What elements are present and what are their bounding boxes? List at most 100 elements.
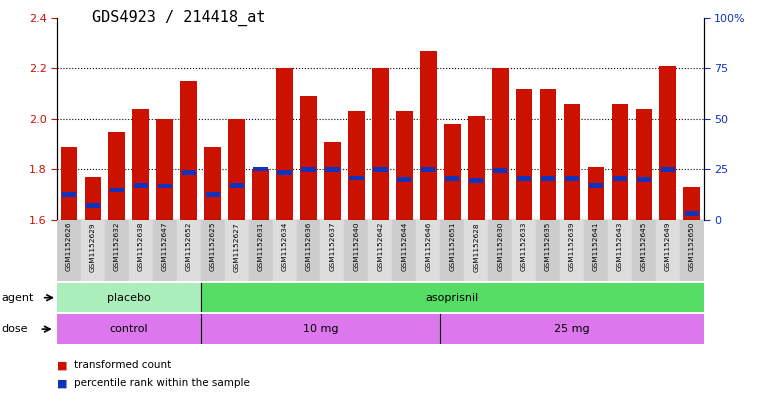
Bar	[201, 220, 225, 281]
Bar	[611, 104, 628, 220]
Text: placebo: placebo	[107, 293, 151, 303]
Bar	[541, 176, 555, 181]
Bar	[440, 220, 464, 281]
Bar	[685, 211, 699, 215]
Bar	[201, 283, 704, 312]
Bar	[180, 81, 197, 220]
Bar	[273, 220, 296, 281]
Bar	[564, 104, 581, 220]
Bar	[468, 116, 484, 220]
Text: GSM1152645: GSM1152645	[641, 222, 647, 271]
Bar	[659, 66, 676, 220]
Text: GSM1152631: GSM1152631	[258, 222, 263, 272]
Bar	[249, 220, 273, 281]
Text: GSM1152651: GSM1152651	[449, 222, 455, 272]
Bar	[204, 147, 221, 220]
Bar	[320, 220, 344, 281]
Bar	[368, 220, 393, 281]
Bar	[324, 141, 341, 220]
Bar	[540, 88, 557, 220]
Bar	[565, 176, 579, 181]
Bar	[440, 314, 704, 344]
Text: GSM1152626: GSM1152626	[66, 222, 72, 272]
Text: 10 mg: 10 mg	[303, 324, 338, 334]
Bar	[516, 88, 533, 220]
Text: GSM1152632: GSM1152632	[114, 222, 120, 272]
Bar	[277, 170, 292, 174]
Bar	[444, 124, 460, 220]
Bar	[326, 167, 340, 172]
Bar	[109, 132, 126, 220]
Text: GSM1152650: GSM1152650	[689, 222, 695, 272]
Text: GSM1152635: GSM1152635	[545, 222, 551, 271]
Bar	[201, 314, 440, 344]
Text: GSM1152639: GSM1152639	[569, 222, 575, 272]
Bar	[637, 177, 651, 182]
Bar	[373, 167, 387, 172]
Bar	[229, 183, 244, 188]
Bar	[85, 177, 102, 220]
Text: GSM1152638: GSM1152638	[138, 222, 144, 272]
Bar	[517, 176, 531, 181]
Bar	[469, 178, 484, 183]
Text: asoprisnil: asoprisnil	[426, 293, 479, 303]
Bar	[132, 109, 149, 220]
Bar	[393, 220, 417, 281]
Bar	[588, 167, 604, 220]
Bar	[134, 183, 148, 188]
Bar	[62, 192, 76, 196]
Bar	[152, 220, 177, 281]
Bar	[206, 192, 219, 196]
Bar	[488, 220, 512, 281]
Text: GSM1152644: GSM1152644	[401, 222, 407, 271]
Bar	[445, 176, 460, 181]
Text: control: control	[109, 324, 148, 334]
Bar	[512, 220, 536, 281]
Bar	[296, 220, 320, 281]
Text: ■: ■	[57, 360, 68, 371]
Bar	[613, 176, 627, 181]
Bar	[228, 119, 245, 220]
Text: GSM1152625: GSM1152625	[209, 222, 216, 272]
Text: transformed count: transformed count	[74, 360, 171, 371]
Bar	[301, 167, 316, 172]
Bar	[608, 220, 632, 281]
Bar	[493, 168, 507, 173]
Bar	[635, 109, 652, 220]
Bar	[57, 283, 201, 312]
Text: GSM1152642: GSM1152642	[377, 222, 383, 272]
Text: GSM1152652: GSM1152652	[186, 222, 192, 272]
Bar	[420, 51, 437, 220]
Bar	[348, 111, 365, 220]
Text: dose: dose	[2, 324, 28, 334]
Bar	[656, 220, 680, 281]
Bar	[81, 220, 105, 281]
Bar	[632, 220, 656, 281]
Bar	[372, 68, 389, 220]
Bar	[129, 220, 152, 281]
Text: GSM1152628: GSM1152628	[474, 222, 479, 272]
Bar	[421, 167, 435, 172]
Bar	[110, 188, 124, 192]
Bar	[276, 68, 293, 220]
Text: GDS4923 / 214418_at: GDS4923 / 214418_at	[92, 10, 266, 26]
Bar	[225, 220, 249, 281]
Bar	[344, 220, 368, 281]
Text: GSM1152643: GSM1152643	[617, 222, 623, 271]
Bar	[397, 177, 411, 182]
Bar	[492, 68, 508, 220]
Bar	[177, 220, 201, 281]
Bar	[589, 183, 603, 188]
Bar	[464, 220, 488, 281]
Text: GSM1152646: GSM1152646	[425, 222, 431, 271]
Bar	[158, 184, 172, 188]
Bar	[350, 176, 363, 180]
Text: GSM1152649: GSM1152649	[665, 222, 671, 272]
Bar	[156, 119, 173, 220]
Bar	[182, 171, 196, 175]
Bar	[661, 167, 675, 172]
Bar	[584, 220, 608, 281]
Bar	[61, 147, 77, 220]
Text: GSM1152640: GSM1152640	[353, 222, 360, 272]
Text: ■: ■	[57, 378, 68, 388]
